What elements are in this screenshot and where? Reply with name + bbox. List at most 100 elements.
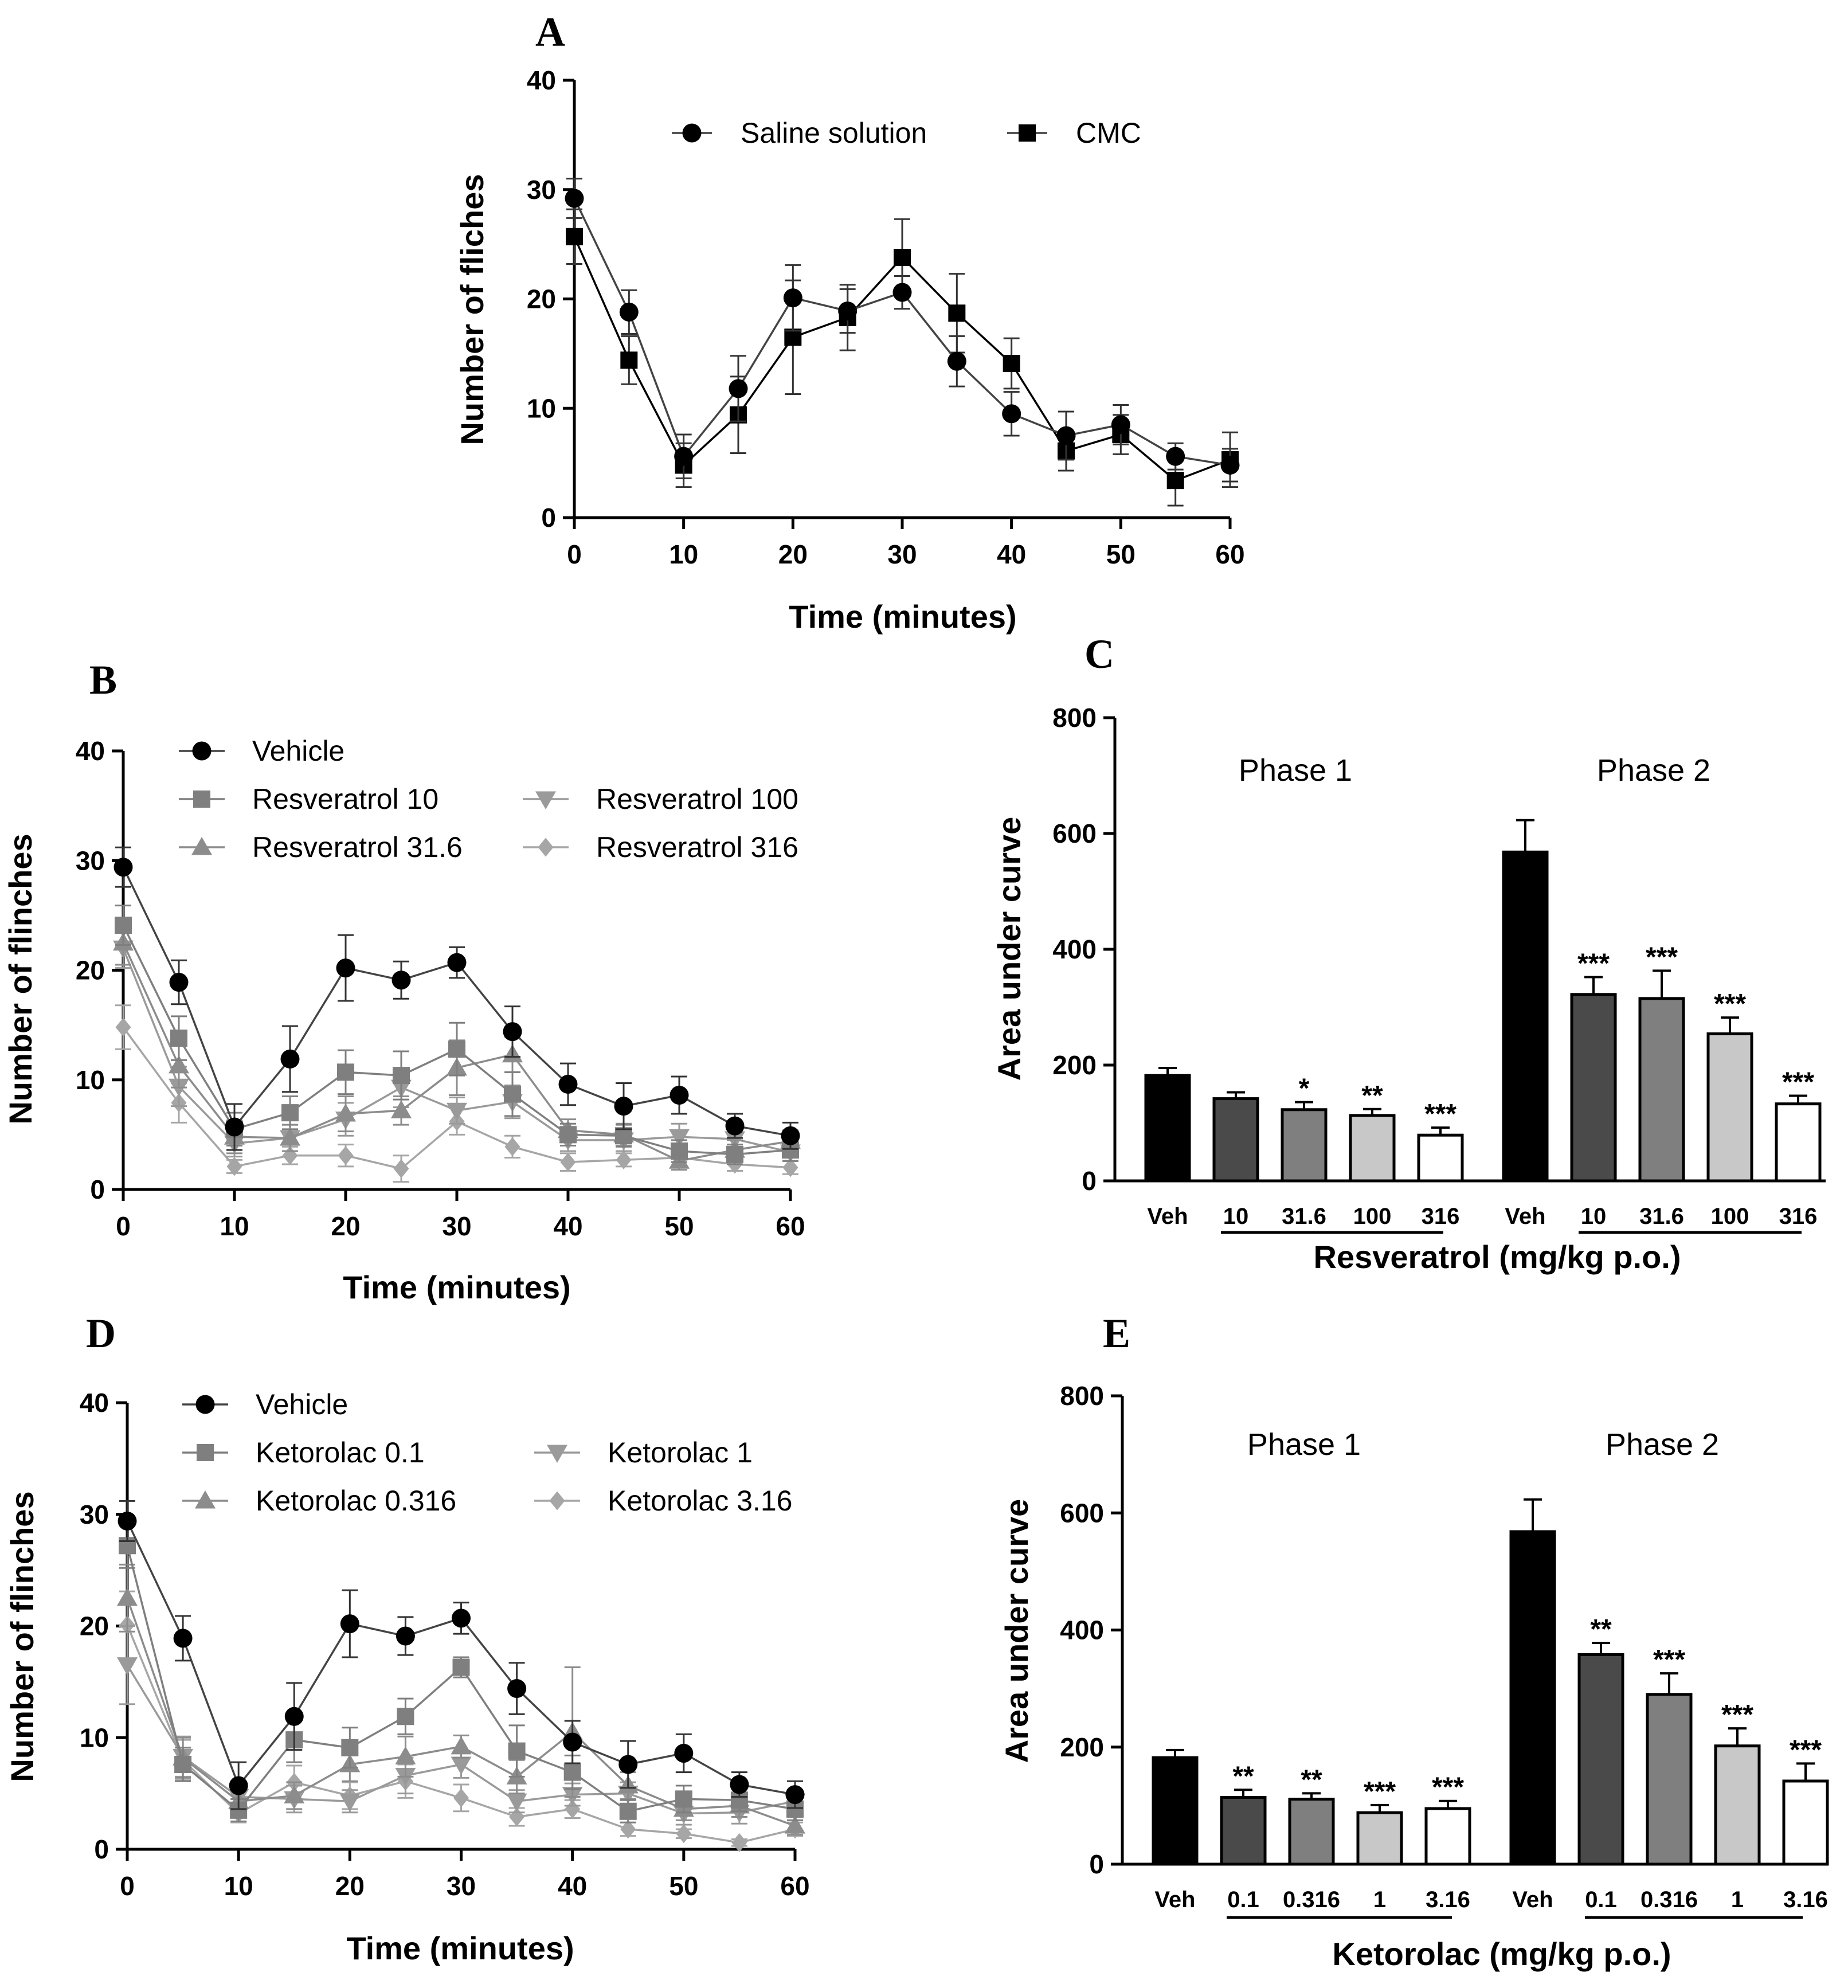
significance-label: ** — [1301, 1764, 1322, 1795]
x-axis-title: Time (minutes) — [343, 1269, 570, 1305]
x-tick-label: 50 — [1106, 539, 1136, 569]
significance-label: *** — [1646, 942, 1678, 972]
data-point — [113, 858, 133, 877]
panel-letter: D — [86, 1310, 116, 1356]
data-point — [453, 1788, 469, 1807]
significance-label: * — [1299, 1074, 1310, 1104]
legend-label: Ketorolac 0.316 — [256, 1485, 456, 1517]
data-point — [451, 1756, 472, 1775]
y-tick-label: 20 — [76, 956, 105, 985]
y-tick-label: 200 — [1060, 1732, 1104, 1762]
y-tick-label: 0 — [541, 503, 556, 533]
data-point — [726, 1145, 743, 1163]
data-point — [674, 447, 694, 466]
x-axis-title: Ketorolac (mg/kg p.o.) — [1332, 1936, 1671, 1972]
bar — [1714, 1744, 1761, 1866]
data-point — [391, 970, 411, 990]
bar — [1212, 1097, 1259, 1183]
legend-label: Ketorolac 0.1 — [256, 1437, 425, 1469]
chart-panel-B: B 0 10 20 30 40 50 60 0 10 20 30 40 Time (minutes) Num… — [2, 657, 805, 1305]
phase-label: Phase 2 — [1606, 1427, 1719, 1462]
legend-marker — [195, 1395, 215, 1414]
chart-panel-E: E 0 200 400 600 800 Area under curve Ketorolac … — [999, 1310, 1829, 1972]
data-point — [674, 1744, 694, 1763]
data-point — [785, 1815, 805, 1834]
y-tick-label: 10 — [80, 1723, 109, 1752]
panel-letter: B — [89, 657, 117, 703]
legend-label: CMC — [1076, 117, 1141, 149]
legend-marker — [538, 838, 554, 857]
x-axis-title: Time (minutes) — [789, 598, 1016, 635]
data-point — [563, 1763, 581, 1781]
phase-group-0: Veh 10 * 31.6 ** 100 *** 316 — [1144, 1067, 1464, 1229]
data-point — [337, 1063, 354, 1081]
x-tick-label: 10 — [669, 539, 698, 569]
data-point — [452, 1609, 471, 1628]
data-point — [566, 228, 583, 245]
data-point — [504, 1085, 521, 1103]
y-tick-label: 20 — [527, 284, 556, 314]
data-point — [675, 1790, 692, 1808]
bar — [1417, 1133, 1464, 1183]
data-point — [838, 301, 858, 320]
data-point — [783, 288, 802, 308]
series-1 — [119, 1522, 804, 1823]
y-tick-label: 400 — [1052, 934, 1097, 964]
y-tick-label: 200 — [1052, 1050, 1097, 1080]
data-point — [281, 1104, 299, 1122]
bar — [1356, 1811, 1403, 1866]
x-tick-label: 60 — [1215, 539, 1244, 569]
category-label: 100 — [1711, 1204, 1749, 1229]
significance-label: *** — [1577, 948, 1610, 979]
x-tick-label: 20 — [778, 539, 808, 569]
data-point — [1056, 426, 1076, 445]
bar — [1144, 1074, 1191, 1183]
data-point — [614, 1097, 633, 1116]
data-point — [280, 1128, 300, 1146]
significance-label: ** — [1590, 1614, 1612, 1645]
category-label: 1 — [1731, 1887, 1744, 1912]
y-axis-title: Number of flinches — [4, 1491, 40, 1782]
data-point — [339, 1793, 361, 1812]
category-label: 100 — [1353, 1204, 1392, 1229]
legend-label: Saline solution — [741, 117, 927, 149]
x-axis-title: Resveratrol (mg/kg p.o.) — [1313, 1239, 1681, 1275]
phase-group-1: Veh *** 10 *** 31.6 *** 100 *** 316 — [1502, 819, 1822, 1229]
data-point — [560, 1152, 576, 1172]
phase-label: Phase 1 — [1247, 1427, 1361, 1462]
data-point — [892, 283, 912, 302]
legend-label: Ketorolac 1 — [608, 1437, 753, 1469]
x-tick-label: 10 — [224, 1871, 253, 1901]
bar — [1424, 1807, 1471, 1866]
category-label: 316 — [1422, 1204, 1460, 1229]
data-point — [284, 1785, 305, 1804]
significance-label: *** — [1424, 1099, 1457, 1129]
y-tick-label: 40 — [80, 1388, 109, 1418]
bar — [1782, 1779, 1829, 1866]
x-tick-label: 0 — [567, 539, 582, 569]
significance-label: *** — [1364, 1776, 1396, 1807]
data-point — [619, 302, 639, 322]
x-tick-label: 40 — [558, 1871, 587, 1901]
data-point — [225, 1117, 244, 1137]
data-point — [229, 1776, 248, 1795]
data-point — [393, 1067, 410, 1085]
data-point — [1166, 447, 1185, 466]
x-tick-label: 10 — [220, 1211, 249, 1241]
significance-label: *** — [1790, 1735, 1822, 1765]
data-point — [507, 1679, 527, 1699]
y-tick-label: 0 — [1082, 1166, 1097, 1196]
data-point — [391, 1100, 412, 1118]
legend-marker — [1019, 124, 1036, 142]
data-point — [169, 973, 189, 992]
bar — [1288, 1798, 1335, 1866]
significance-label: *** — [1653, 1645, 1685, 1675]
y-tick-label: 600 — [1060, 1498, 1104, 1528]
x-tick-label: 40 — [553, 1211, 582, 1241]
bar — [1152, 1756, 1199, 1866]
data-point — [448, 1040, 465, 1058]
phase-group-1: Veh ** 0.1 *** 0.316 *** 1 *** 3.16 — [1509, 1498, 1829, 1912]
data-point — [504, 1137, 520, 1156]
y-tick-label: 800 — [1052, 703, 1097, 733]
